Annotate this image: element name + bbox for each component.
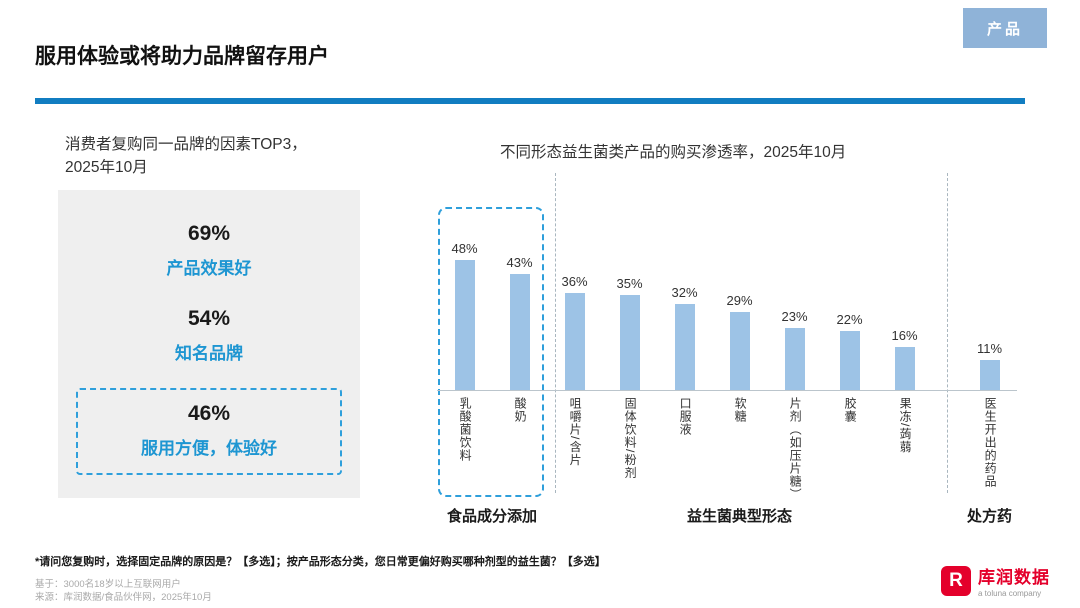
bar-column: 48% 乳酸菌饮料 — [437, 205, 492, 462]
bar-stack: 36% — [561, 205, 588, 390]
factor-item: 69% 产品效果好 — [58, 222, 360, 279]
category-label: 酸奶 — [513, 397, 528, 423]
bar — [784, 328, 805, 390]
bar — [454, 260, 475, 390]
factor-value: 69% — [187, 222, 231, 245]
group-divider-1 — [555, 173, 556, 493]
bar-column: 22% 胶囊 — [822, 205, 877, 423]
category-label: 乳酸菌饮料 — [458, 397, 473, 462]
factor-item: 54% 知名品牌 — [58, 307, 360, 364]
bar-value-label: 23% — [781, 309, 808, 324]
factor-label: 知名品牌 — [175, 344, 243, 363]
category-label: 咀嚼片/含片 — [568, 397, 583, 467]
bar-stack: 29% — [726, 205, 753, 390]
bar-column: 43% 酸奶 — [492, 205, 547, 423]
group-label: 益生菌典型形态 — [686, 508, 793, 525]
bar-value-label: 22% — [836, 312, 863, 327]
bar — [674, 304, 695, 390]
source-line: 来源：库润数据/食品伙伴网，2025年10月 — [35, 592, 212, 603]
chart-group-labels: 食品成分添加 益生菌典型形态 处方药 — [437, 505, 1017, 531]
group-label: 食品成分添加 — [446, 508, 538, 525]
factor-value: 54% — [187, 307, 231, 330]
section-badge: 产品 — [963, 8, 1047, 48]
page-title: 服用体验或将助力品牌留存用户 — [35, 45, 329, 68]
bar-column: 23% 片剂（如压片糖） — [767, 205, 822, 501]
bar-stack: 32% — [671, 205, 698, 390]
bar-column: 29% 软糖 — [712, 205, 767, 423]
x-axis-baseline — [437, 390, 1017, 391]
footnote: *请问您复购时，选择固定品牌的原因是？【多选】；按产品形态分类，您日常更偏好购买… — [35, 556, 606, 568]
bar-stack: 22% — [836, 205, 863, 390]
bar-column: 36% 咀嚼片/含片 — [547, 205, 602, 466]
bar — [619, 295, 640, 390]
bar-stack: 43% — [506, 205, 533, 390]
bar-value-label: 36% — [561, 274, 588, 289]
bar — [564, 293, 585, 390]
bar — [509, 274, 530, 390]
bar-stack: 23% — [781, 205, 808, 390]
factor-value: 46% — [187, 402, 231, 425]
bar — [729, 312, 750, 390]
bar — [894, 347, 915, 390]
bar-column: 35% 固体饮料/粉剂 — [602, 205, 657, 479]
factor-item: 46% 服用方便，体验好 — [76, 388, 342, 475]
category-label: 胶囊 — [843, 397, 858, 423]
chart-plot: 食品成分添加 益生菌典型形态 处方药 48% 乳酸菌饮料 43% 酸奶 36% 咀嚼片/含片 3… — [437, 173, 1017, 535]
brand-logo: R 库润数据 a toluna company — [941, 563, 1050, 598]
bar-column: 32% 口服液 — [657, 205, 712, 436]
brand-name: 库润数据 — [978, 568, 1050, 587]
bar-value-label: 16% — [891, 328, 918, 343]
category-label: 口服液 — [678, 397, 693, 436]
factors-panel: 69% 产品效果好 54% 知名品牌 46% 服用方便，体验好 — [58, 190, 360, 498]
bar-stack: 11% — [977, 205, 1002, 390]
left-chart-title: 消费者复购同一品牌的因素TOP3， 2025年10月 — [65, 136, 307, 177]
category-label: 医生开出的药品 — [983, 397, 998, 488]
bar — [839, 331, 860, 390]
bar-stack: 16% — [891, 205, 918, 390]
category-label: 片剂（如压片糖） — [788, 397, 803, 501]
bar-value-label: 11% — [976, 341, 1003, 356]
category-label: 果冻/蒟蒻 — [898, 397, 913, 454]
category-label: 软糖 — [733, 397, 748, 423]
bar-value-label: 35% — [616, 276, 643, 291]
factors-list: 69% 产品效果好 54% 知名品牌 46% 服用方便，体验好 — [58, 222, 360, 475]
bar-value-label: 48% — [451, 241, 478, 256]
category-label: 固体饮料/粉剂 — [623, 397, 638, 480]
bar-stack: 35% — [616, 205, 643, 390]
factor-label: 产品效果好 — [166, 259, 252, 278]
bar — [979, 360, 1000, 390]
bar-value-label: 32% — [671, 285, 698, 300]
factor-label: 服用方便，体验好 — [141, 439, 277, 458]
group-label: 处方药 — [966, 508, 1013, 525]
title-underline — [35, 98, 1025, 104]
brand-logo-text: 库润数据 a toluna company — [978, 563, 1050, 598]
bar-value-label: 29% — [726, 293, 753, 308]
bar-value-label: 43% — [506, 255, 533, 270]
brand-logo-icon: R — [941, 565, 971, 596]
bar-chart-title: 不同形态益生菌类产品的购买渗透率，2025年10月 — [500, 144, 847, 161]
brand-subtitle: a toluna company — [978, 589, 1042, 598]
bar-stack: 48% — [451, 205, 478, 390]
food-group-dashed-outline — [438, 207, 544, 497]
source-based-on: 基于：3000名18岁以上互联网用户 — [35, 579, 181, 590]
group-divider-2 — [947, 173, 948, 493]
bar-column: 11% 医生开出的药品 — [962, 205, 1017, 488]
bar-column: 16% 果冻/蒟蒻 — [877, 205, 932, 453]
